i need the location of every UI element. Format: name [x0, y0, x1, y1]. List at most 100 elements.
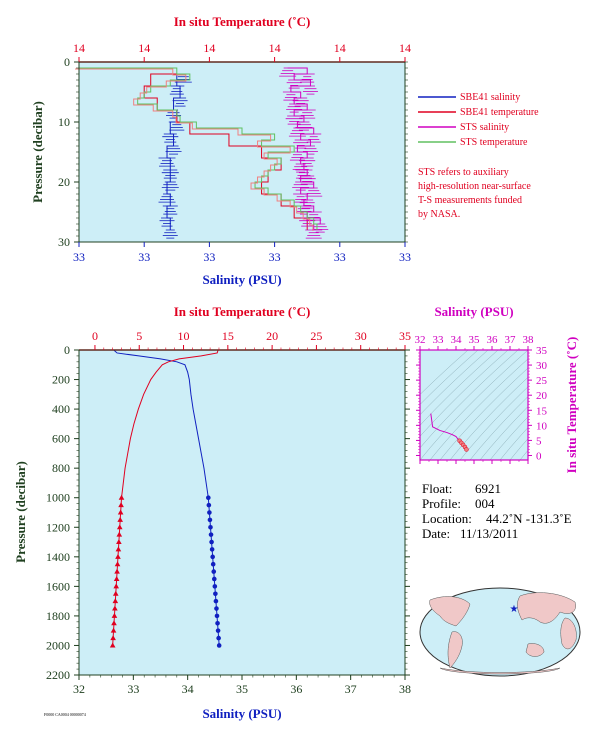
float-value: 6921 — [475, 481, 501, 496]
temperature-point — [114, 568, 120, 574]
salinity-point — [207, 517, 213, 523]
ts-salinity-tick-label: 33 — [433, 334, 445, 346]
top-salinity-tick-label: 33 — [203, 250, 215, 264]
temperature-point — [114, 561, 121, 567]
top-salinity-tick-label: 33 — [138, 250, 150, 264]
top-salinity-axis-title: Salinity (PSU) — [202, 272, 281, 287]
profile-pressure-tick-label: 200 — [52, 373, 70, 387]
temperature-point — [111, 612, 118, 618]
profile-pressure-tick-label: 2000 — [46, 638, 70, 652]
top-temp-tick-label: 14 — [269, 41, 281, 55]
profile-salinity-tick-label: 35 — [236, 682, 248, 696]
profile-temp-tick-label: 10 — [178, 329, 190, 343]
top-curves — [75, 67, 329, 239]
ts-density-contour — [420, 350, 469, 395]
salinity-point — [216, 643, 222, 648]
profile-value: 004 — [475, 496, 495, 511]
legend-label-sts-salinity: STS salinity — [460, 122, 509, 133]
temperature-point — [110, 635, 116, 641]
profile-temp-tick-label: 0 — [92, 329, 98, 343]
ts-density-contour — [459, 386, 528, 460]
legend-label-sts-temperature: STS temperature — [460, 137, 528, 148]
top-salinity-tick-label: 33 — [334, 250, 346, 264]
top-salinity-tick-label: 33 — [269, 250, 281, 264]
world-map: ★ — [419, 587, 581, 677]
ts-salinity-tick-label: 35 — [469, 334, 481, 346]
profile-temp-tick-label: 20 — [266, 329, 278, 343]
salinity-point — [216, 635, 221, 641]
salinity-point — [214, 613, 220, 619]
ts-density-contour — [479, 406, 528, 460]
salinity-point — [208, 532, 214, 537]
location-value: 44.2˚N -131.3˚E — [486, 511, 572, 526]
profile-curves — [109, 349, 222, 648]
ts-density-contour — [420, 350, 489, 416]
ts-temp-tick-label: 15 — [536, 405, 548, 417]
temperature-point — [115, 553, 121, 559]
profile-salinity-ticks: 32 33 34 35 36 37 38 — [73, 675, 411, 696]
salinity-point — [208, 524, 213, 530]
profile-pressure-tick-label: 1400 — [46, 550, 70, 564]
profile-pressure-tick-label: 1000 — [46, 491, 70, 505]
profile-temp-tick-label: 35 — [399, 329, 411, 343]
profile-label: Profile: — [422, 496, 461, 511]
salinity-point — [214, 606, 219, 611]
temperature-profile-line — [121, 349, 219, 498]
sts-note: STS refers to auxiliary high-resolution … — [418, 167, 531, 220]
ts-temp-tick-label: 10 — [536, 420, 548, 432]
profile-pressure-tick-label: 1200 — [46, 520, 70, 534]
salinity-point — [212, 584, 218, 589]
salinity-point — [207, 510, 212, 515]
sts-note-line-1: STS refers to auxiliary — [418, 167, 509, 178]
salinity-point — [213, 598, 219, 604]
profile-pressure-tick-label: 0 — [64, 343, 70, 357]
salinity-point — [213, 591, 218, 597]
temperature-point — [116, 531, 123, 537]
salinity-profile-line — [113, 349, 209, 498]
temperature-point — [115, 546, 122, 552]
profile-salinity-tick-label: 34 — [182, 682, 194, 696]
profile-salinity-tick-label: 36 — [290, 682, 302, 696]
temperature-point — [112, 598, 119, 604]
profile-temperature-axis-title: In situ Temperature (˚C) — [174, 304, 311, 319]
ts-salinity-tick-label: 34 — [451, 334, 463, 346]
top-temp-ticks: 14 14 14 14 14 14 — [73, 41, 411, 62]
top-pressure-tick-label: 30 — [58, 235, 70, 249]
map-south-america — [447, 631, 463, 669]
top-temperature-axis-title: In situ Temperature (˚C) — [174, 14, 311, 29]
temperature-point — [110, 627, 117, 633]
profile-pressure-tick-label: 1600 — [46, 579, 70, 593]
profile-salinity-tick-label: 38 — [399, 682, 411, 696]
profile-plot-area — [79, 350, 405, 675]
top-pressure-axis-title: Pressure (decibar) — [30, 101, 45, 203]
temperature-point — [118, 502, 124, 508]
map-australia — [525, 643, 545, 657]
profile-salinity-tick-label: 33 — [127, 682, 139, 696]
salinity-point — [215, 620, 220, 626]
temperature-point — [118, 494, 125, 500]
ts-density-contour — [519, 449, 528, 460]
ts-salinity-tick-label: 37 — [505, 334, 517, 346]
ts-density-contour — [420, 350, 528, 460]
salinity-point — [206, 495, 211, 501]
top-temp-tick-label: 14 — [399, 41, 411, 55]
profile-salinity-tick-label: 37 — [345, 682, 357, 696]
temperature-point — [116, 524, 123, 530]
map-north-america — [429, 596, 471, 627]
temperature-point — [109, 642, 116, 648]
ts-temp-tick-label: 30 — [536, 360, 548, 372]
ts-density-contour — [469, 396, 528, 460]
ts-panel: 32 33 34 35 36 37 38 0 5 10 15 20 25 30 35 Salinity (… — [415, 304, 580, 473]
profile-pressure-tick-label: 1800 — [46, 609, 70, 623]
ts-density-contour — [439, 367, 528, 460]
salinity-point — [215, 628, 221, 633]
ts-density-contour — [449, 376, 528, 460]
top-salinity-ticks: 33 33 33 33 33 33 — [73, 242, 411, 264]
profile-pressure-tick-label: 600 — [52, 432, 70, 446]
top-salinity-tick-label: 33 — [73, 250, 85, 264]
float-info: Float: 6921 Profile: 004 Location: 44.2˚… — [422, 481, 572, 541]
ts-plot-area — [420, 350, 528, 460]
profile-salinity-axis-title: Salinity (PSU) — [202, 706, 281, 721]
ts-temp-tick-label: 0 — [536, 450, 542, 462]
top-panel: 14 14 14 14 14 14 0 10 20 30 33 33 33 33 33 33 In sit… — [30, 14, 539, 287]
